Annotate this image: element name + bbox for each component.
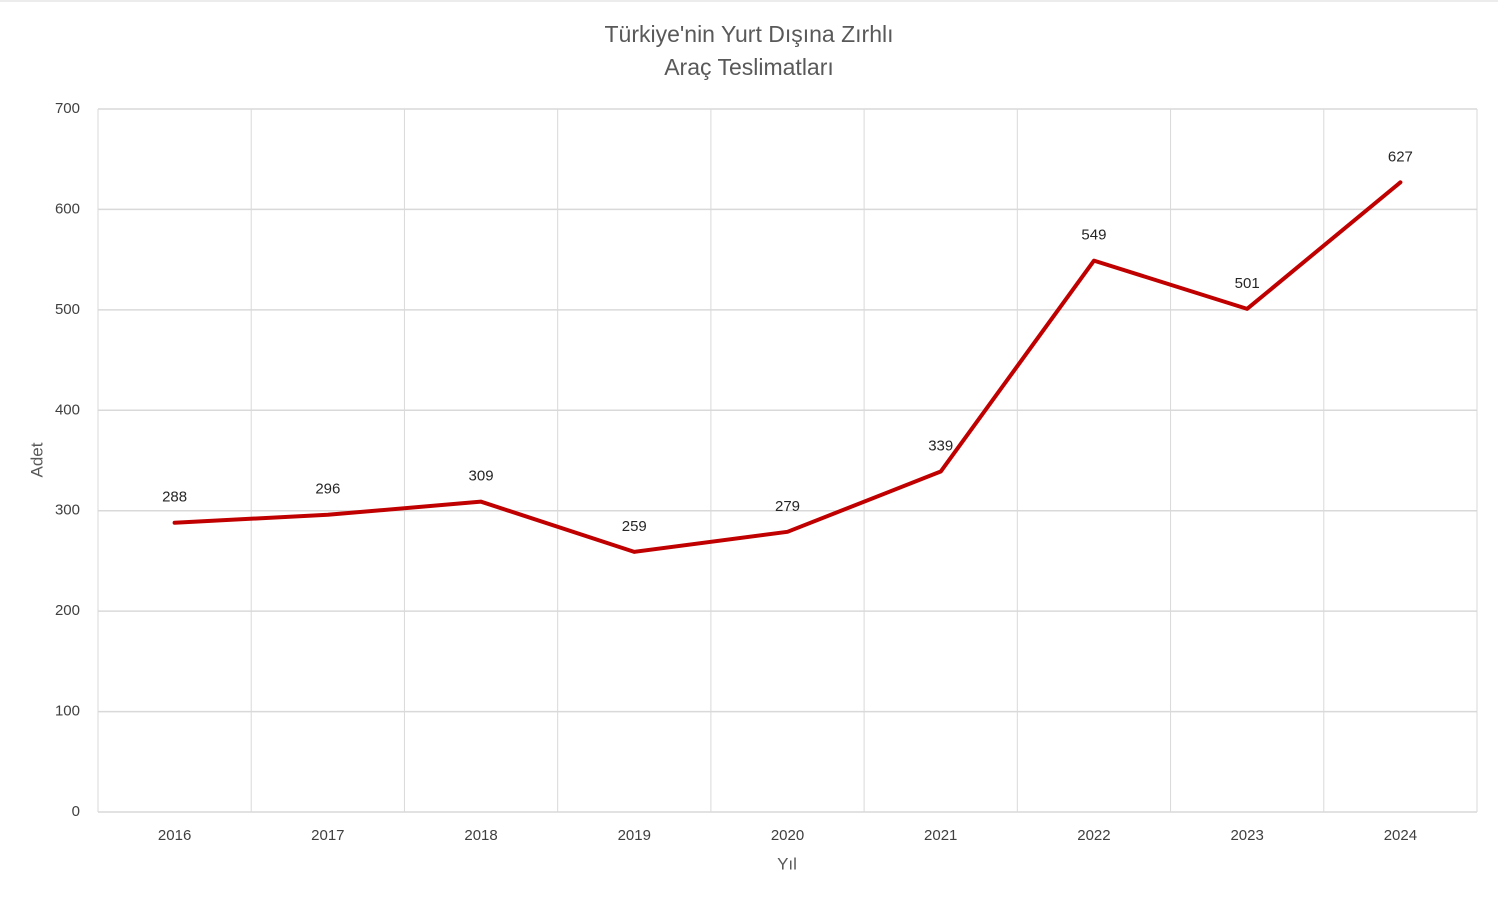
data-label: 296	[315, 481, 340, 498]
chart-title: Türkiye'nin Yurt Dışına Zırhlı	[604, 21, 893, 47]
x-tick-label: 2016	[158, 827, 191, 844]
data-label: 259	[622, 518, 647, 535]
chart-title: Araç Teslimatları	[664, 54, 834, 80]
y-tick-label: 0	[72, 803, 80, 820]
data-label: 627	[1388, 148, 1413, 165]
data-label: 279	[775, 498, 800, 515]
x-tick-label: 2024	[1384, 827, 1417, 844]
x-tick-label: 2022	[1077, 827, 1110, 844]
data-label: 501	[1235, 275, 1260, 292]
x-axis-title: Yıl	[777, 854, 797, 873]
y-tick-label: 600	[55, 200, 80, 217]
data-label: 549	[1081, 227, 1106, 244]
x-tick-label: 2019	[618, 827, 651, 844]
data-label: 339	[928, 438, 953, 455]
y-tick-label: 300	[55, 502, 80, 519]
y-tick-label: 100	[55, 703, 80, 720]
y-tick-label: 700	[55, 100, 80, 117]
data-line	[172, 180, 1403, 554]
y-tick-label: 200	[55, 602, 80, 619]
x-tick-label: 2020	[771, 827, 804, 844]
x-tick-label: 2023	[1230, 827, 1263, 844]
y-tick-label: 400	[55, 401, 80, 418]
x-tick-label: 2018	[464, 827, 497, 844]
y-axis-title: Adet	[27, 442, 46, 477]
x-tick-label: 2017	[311, 827, 344, 844]
data-label: 288	[162, 489, 187, 506]
x-tick-label: 2021	[924, 827, 957, 844]
y-tick-label: 500	[55, 301, 80, 318]
data-label: 309	[469, 468, 494, 485]
